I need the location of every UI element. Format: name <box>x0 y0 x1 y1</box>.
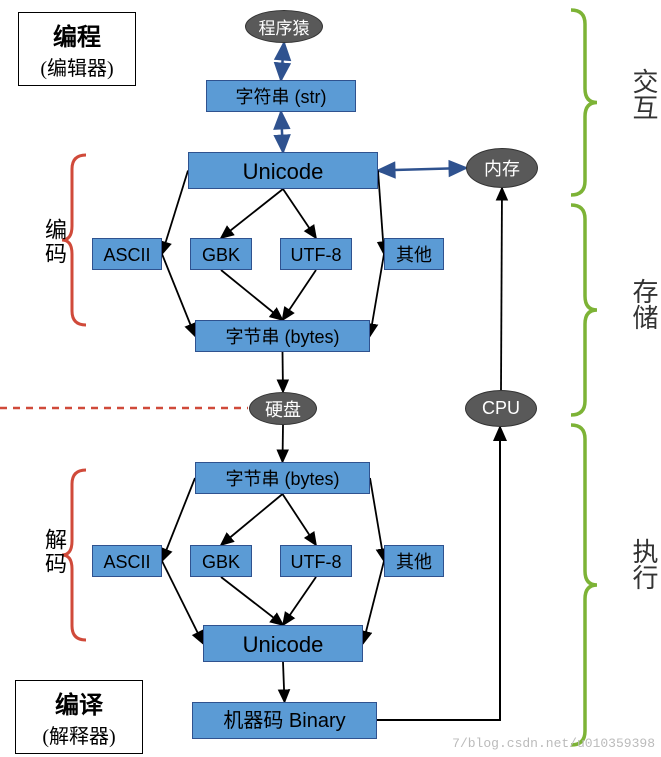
label-compile-interpreter: 编译 (解释器) <box>15 680 143 754</box>
node-gbk2: GBK <box>190 545 252 577</box>
node-cpu: CPU <box>465 390 537 427</box>
node-bytes2: 字节串 (bytes) <box>195 462 370 494</box>
side-label-decode: 解码 <box>38 528 70 576</box>
node-disk: 硬盘 <box>249 392 317 425</box>
side-label-encode: 编码 <box>38 218 70 266</box>
node-gbk1: GBK <box>190 238 252 270</box>
node-programmer: 程序猿 <box>245 10 323 43</box>
node-unicode1: Unicode <box>188 152 378 189</box>
node-other2: 其他 <box>384 545 444 577</box>
node-str: 字符串 (str) <box>206 80 356 112</box>
node-utf8_1: UTF-8 <box>280 238 352 270</box>
node-unicode2: Unicode <box>203 625 363 662</box>
node-ascii2: ASCII <box>92 545 162 577</box>
node-binary: 机器码 Binary <box>192 702 377 739</box>
label-programming-editor: 编程 (编辑器) <box>18 12 136 86</box>
node-memory: 内存 <box>466 148 538 188</box>
right-label-interact: 交互 <box>625 68 661 120</box>
watermark-text: 7/blog.csdn.net/u010359398 <box>452 736 655 751</box>
node-other1: 其他 <box>384 238 444 270</box>
node-utf8_2: UTF-8 <box>280 545 352 577</box>
right-label-exec: 执行 <box>625 538 661 590</box>
node-ascii1: ASCII <box>92 238 162 270</box>
node-bytes1: 字节串 (bytes) <box>195 320 370 352</box>
right-label-store: 存储 <box>625 278 661 330</box>
